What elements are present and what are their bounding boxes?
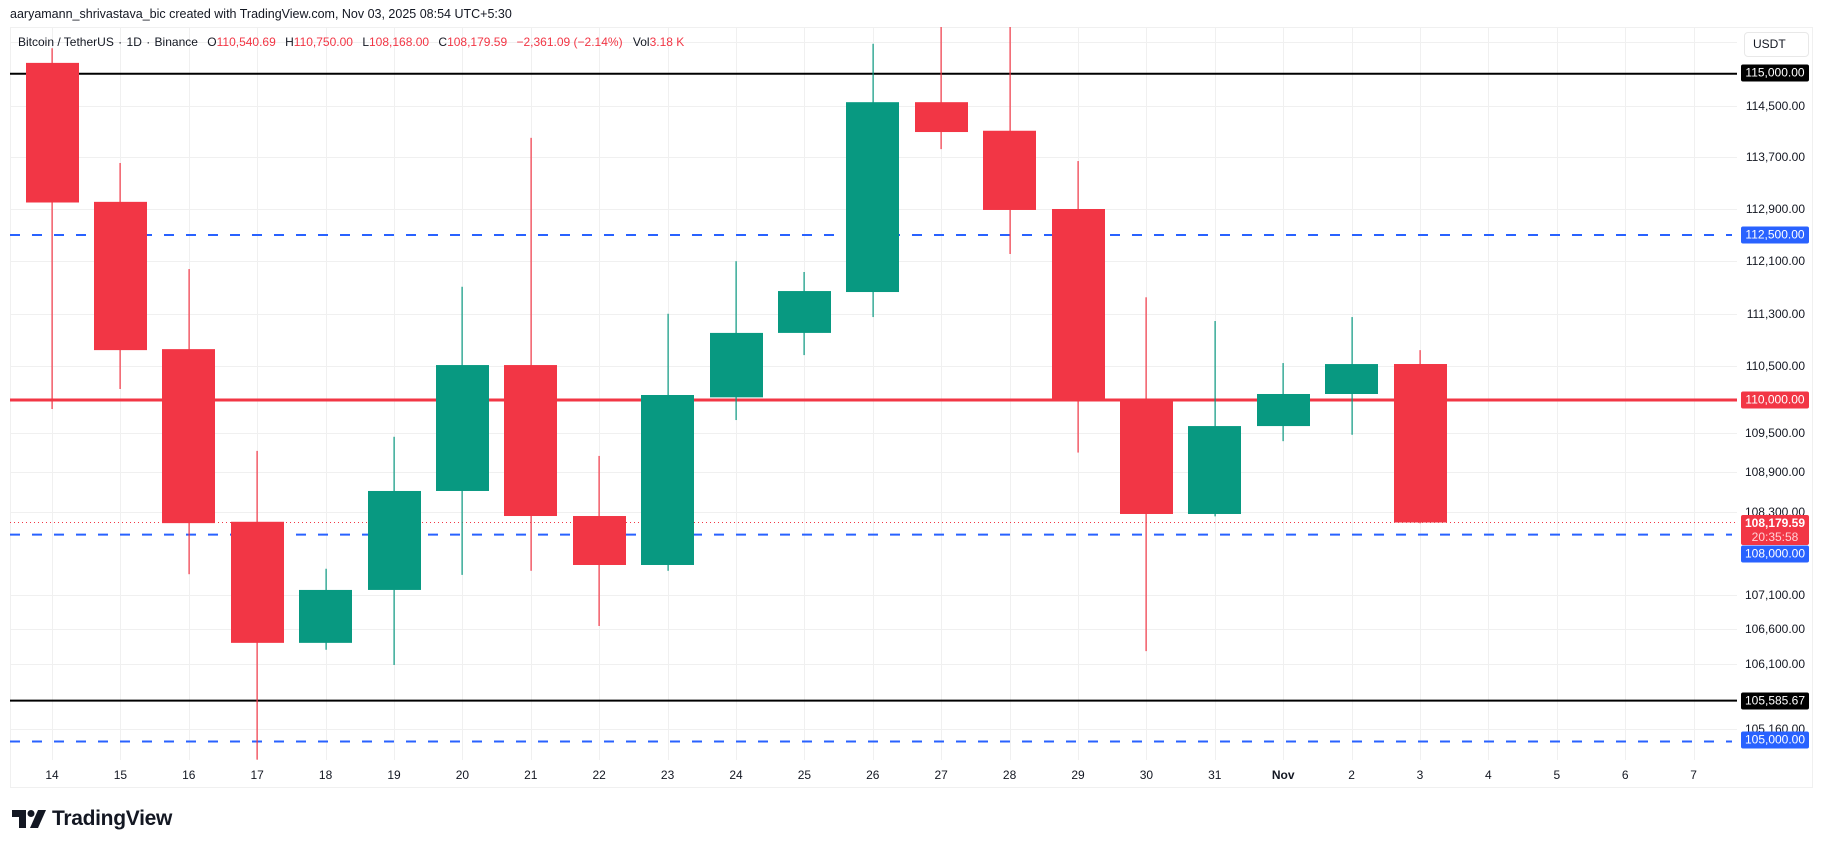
price-axis-label: 112,900.00	[1745, 202, 1805, 216]
bar-countdown: 20:35:58	[1751, 530, 1799, 544]
time-axis-label: 25	[797, 768, 812, 782]
candle-body	[1325, 364, 1378, 394]
last-price-tag: 108,179.59 20:35:58	[1741, 515, 1809, 545]
price-level-tag: 110,000.00	[1741, 391, 1809, 409]
time-axis-label: 17	[250, 768, 264, 782]
separator: ·	[146, 35, 151, 49]
close-label: C	[438, 35, 448, 49]
time-axis-label: 4	[1485, 768, 1492, 782]
time-axis-label: Nov	[1271, 768, 1295, 782]
high-value: 110,750.00	[293, 35, 353, 49]
time-axis-label: 30	[1139, 768, 1154, 782]
last-price-value: 108,179.59	[1744, 516, 1806, 530]
candle-wick	[1214, 321, 1216, 517]
low-value: 108,168.00	[369, 35, 430, 49]
candle-body	[94, 201, 147, 351]
time-axis-label: 20	[455, 768, 470, 782]
price-axis[interactable]: 114,500.00 113,700.00 112,900.00 112,100.00…	[1737, 27, 1813, 760]
time-axis-label: 27	[934, 768, 948, 782]
price-axis-label: 107,100.00	[1744, 588, 1805, 602]
candle-body	[299, 589, 352, 643]
chart-plot-area[interactable]	[10, 27, 1737, 760]
candle-body	[710, 332, 763, 398]
candle-body	[504, 365, 557, 517]
symbol-legend: Bitcoin / TetherUS · 1D · Binance O110,5…	[18, 35, 684, 49]
candle-body	[983, 130, 1036, 210]
price-axis-label: 110,500.00	[1745, 359, 1805, 373]
price-axis-label: 106,600.00	[1744, 622, 1805, 636]
candle-body	[846, 102, 899, 293]
candle-body	[573, 516, 626, 565]
candle-body	[1188, 426, 1241, 514]
time-axis-label: 24	[729, 768, 743, 782]
time-axis-label: 22	[592, 768, 606, 782]
time-axis-label: 16	[182, 768, 196, 782]
price-level-tag: 112,500.00	[1741, 226, 1809, 244]
price-axis-label: 109,500.00	[1744, 426, 1805, 440]
time-axis-label: 2	[1348, 768, 1355, 782]
candle-body	[1120, 400, 1173, 514]
price-level-tag: 105,585.67	[1741, 692, 1809, 710]
price-level-tag: 105,000.00	[1741, 731, 1809, 749]
candle-body	[641, 394, 694, 565]
close-value: 108,179.59	[447, 35, 508, 49]
price-axis-label: 114,500.00	[1745, 99, 1805, 113]
candle-body	[162, 349, 215, 524]
price-axis-label: 108,900.00	[1744, 465, 1805, 479]
candle-body	[231, 521, 284, 643]
time-axis-label: 28	[1002, 768, 1017, 782]
tradingview-logo-icon	[12, 810, 46, 828]
open-value: 110,540.69	[216, 35, 276, 49]
time-axis-label: 31	[1208, 768, 1222, 782]
candle-body	[1052, 208, 1105, 400]
volume-value: 3.18 K	[649, 35, 685, 49]
candle-body	[26, 62, 79, 203]
candle-wick	[940, 27, 942, 150]
candlestick-chart[interactable]	[10, 27, 1737, 760]
price-axis-label: 112,100.00	[1745, 254, 1805, 268]
tradingview-logo: TradingView	[12, 807, 173, 830]
candle-wick	[530, 137, 532, 571]
high-label: H	[285, 35, 294, 49]
price-level-tag: 108,000.00	[1741, 545, 1809, 563]
change-value: −2,361.09 (−2.14%)	[516, 35, 623, 49]
separator: ·	[118, 35, 123, 49]
candle-body	[778, 291, 831, 333]
exchange: Binance	[154, 35, 198, 49]
time-axis-label: 23	[660, 768, 675, 782]
candle-body	[1394, 364, 1447, 523]
volume-label: Vol	[632, 35, 650, 49]
time-axis-label: 6	[1621, 768, 1629, 782]
price-level-tag: 115,000.00	[1741, 64, 1809, 82]
time-axis-label: 3	[1416, 768, 1424, 782]
open-label: O	[207, 35, 217, 49]
time-axis[interactable]: 14 15 16 17 18 19 20 21 22 23 24 25 26 27 28 29 30 31 Nov 2…	[10, 760, 1737, 788]
candle-wick	[51, 48, 53, 410]
chart-frame	[10, 27, 1813, 788]
price-axis-label: 111,300.00	[1746, 307, 1805, 321]
price-axis-label: 106,100.00	[1744, 657, 1805, 671]
tradingview-logo-text: TradingView	[52, 807, 173, 830]
time-axis-label: 26	[866, 768, 880, 782]
time-axis-label: 15	[113, 768, 128, 782]
time-axis-label: 7	[1690, 768, 1697, 782]
currency-button[interactable]: USDT	[1744, 32, 1809, 57]
low-label: L	[362, 35, 369, 49]
symbol-name[interactable]: Bitcoin / TetherUS	[18, 35, 114, 49]
candle-body	[436, 365, 489, 491]
interval[interactable]: 1D	[126, 35, 142, 49]
chart-credit: aaryamann_shrivastava_bic created with T…	[10, 7, 512, 21]
time-axis-label: 21	[524, 768, 538, 782]
price-axis-label: 113,700.00	[1745, 150, 1805, 164]
candle-body	[368, 490, 421, 590]
time-axis-label: 29	[1071, 768, 1085, 782]
time-axis-label: 5	[1553, 768, 1561, 782]
candle-body	[1257, 393, 1310, 427]
candle-body	[915, 102, 968, 133]
time-axis-label: 19	[387, 768, 401, 782]
time-axis-label: 14	[45, 768, 59, 782]
time-axis-label: 18	[318, 768, 333, 782]
